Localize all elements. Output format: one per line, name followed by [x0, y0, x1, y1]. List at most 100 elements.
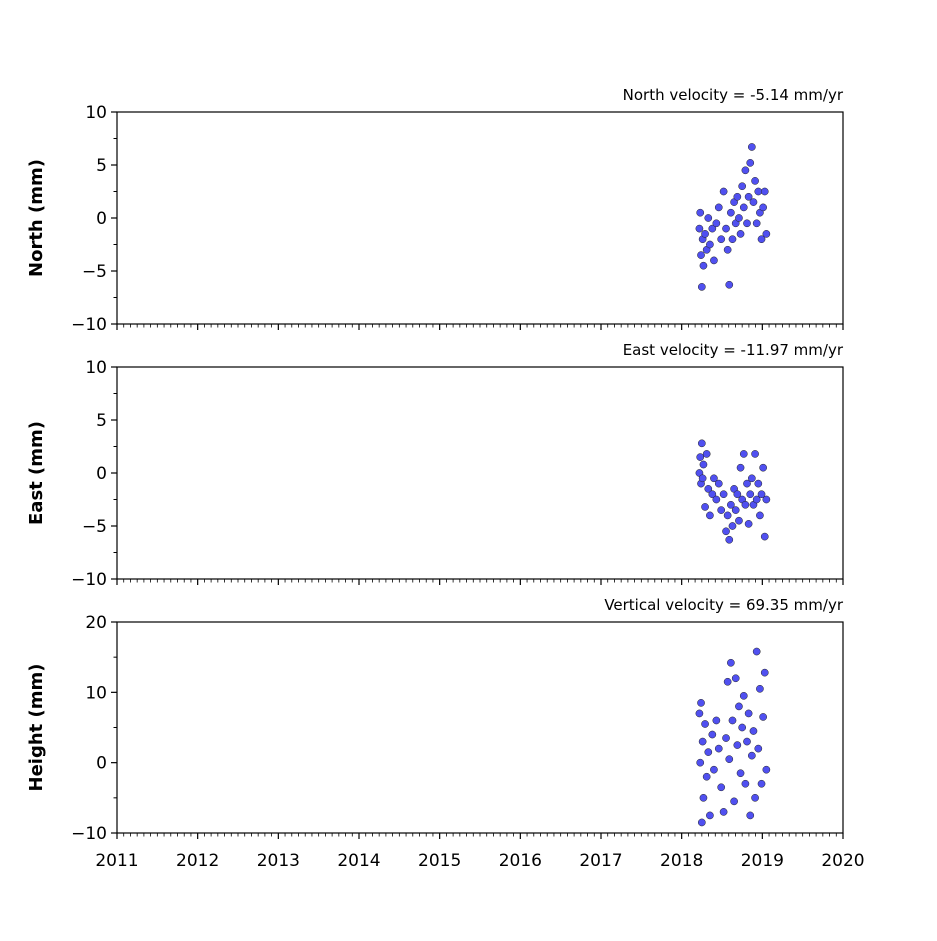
data-point — [731, 674, 740, 683]
data-point — [719, 187, 728, 196]
data-point — [739, 692, 748, 700]
data-point — [762, 230, 771, 238]
data-point — [723, 245, 732, 254]
data-point — [723, 677, 732, 686]
data-point — [756, 511, 764, 520]
data-point — [708, 490, 717, 499]
data-point — [749, 727, 758, 735]
data-point — [736, 230, 745, 238]
data-point — [725, 755, 734, 764]
data-point — [717, 783, 726, 792]
y-tick-label: 10 — [85, 358, 107, 378]
data-point — [733, 490, 742, 499]
data-point — [751, 177, 759, 185]
y-tick-label: −5 — [82, 262, 107, 282]
data-point — [728, 716, 737, 725]
data-point — [733, 741, 742, 749]
data-point — [756, 684, 764, 693]
data-point — [706, 811, 714, 820]
data-point — [749, 198, 758, 206]
y-tick-label: −10 — [71, 570, 107, 590]
data-point — [727, 208, 735, 217]
data-point — [722, 224, 730, 233]
data-point — [744, 709, 753, 718]
data-point — [747, 751, 756, 760]
subplot: North velocity = -5.14 mm/yr North (mm) −1… — [26, 86, 844, 335]
y-tick-label: 20 — [85, 613, 107, 633]
data-point — [754, 187, 763, 196]
data-point — [723, 511, 732, 520]
y-tick-label: 0 — [96, 209, 107, 229]
data-point — [697, 818, 706, 827]
y-tick-label: −10 — [71, 824, 107, 844]
data-point — [738, 182, 747, 191]
data-point — [719, 490, 728, 499]
subplot-title: Vertical velocity = 69.35 mm/yr — [604, 596, 844, 614]
data-point — [712, 219, 721, 228]
data-point — [754, 479, 763, 488]
x-tick-label: 2013 — [257, 851, 300, 871]
x-tick-label: 2014 — [337, 851, 380, 871]
subplot-title: East velocity = -11.97 mm/yr — [623, 341, 844, 359]
data-point — [743, 479, 751, 488]
data-point — [702, 450, 711, 458]
data-point — [712, 716, 721, 725]
data-point — [706, 511, 714, 520]
x-tick-label: 2012 — [176, 851, 219, 871]
data-point — [730, 797, 738, 806]
data-point — [696, 453, 705, 461]
data-point — [701, 230, 709, 238]
plot-frame — [116, 366, 844, 580]
data-point — [710, 256, 718, 265]
y-tick-label: 0 — [96, 754, 107, 774]
y-tick-label: 0 — [96, 464, 107, 484]
data-point — [728, 522, 737, 530]
x-tick-label: 2018 — [660, 851, 703, 871]
y-axis-label: East (mm) — [26, 421, 47, 525]
data-point — [759, 713, 767, 721]
data-point — [760, 187, 769, 196]
data-point — [736, 463, 745, 472]
data-point — [697, 439, 706, 448]
data-point — [744, 192, 753, 201]
data-point — [699, 793, 708, 802]
data-point — [735, 516, 743, 525]
data-point — [695, 709, 704, 718]
data-point — [739, 450, 748, 458]
data-point — [746, 811, 755, 820]
data-point — [762, 495, 771, 504]
data-point — [752, 647, 761, 656]
y-tick-label: 10 — [85, 683, 107, 703]
data-point — [701, 720, 709, 728]
data-point — [714, 203, 723, 212]
y-axis-label: Height (mm) — [26, 664, 47, 792]
subplot-title: North velocity = -5.14 mm/yr — [623, 86, 844, 104]
data-point — [698, 737, 707, 746]
data-point — [725, 280, 734, 289]
data-point — [712, 495, 721, 504]
data-point — [743, 737, 751, 746]
data-point — [754, 744, 763, 753]
data-point — [710, 474, 718, 483]
data-point — [704, 748, 713, 756]
data-point — [722, 734, 730, 742]
data-point — [728, 235, 737, 244]
data-point — [717, 506, 726, 514]
plot-frame — [116, 111, 844, 325]
data-point — [736, 769, 745, 778]
data-point — [704, 485, 713, 493]
data-point — [727, 500, 735, 509]
data-point — [744, 520, 753, 528]
subplot: East velocity = -11.97 mm/yr East (mm) −10… — [26, 341, 844, 590]
x-tick-label: 2015 — [418, 851, 461, 871]
data-point — [751, 793, 759, 802]
data-point — [714, 479, 723, 488]
y-tick-label: 5 — [96, 411, 107, 431]
data-point — [731, 506, 740, 514]
data-point — [702, 772, 711, 781]
data-point — [743, 219, 751, 228]
data-point — [725, 535, 734, 544]
subplot: Vertical velocity = 69.35 mm/yr Height (m… — [26, 596, 865, 871]
data-point — [695, 224, 704, 233]
data-point — [697, 283, 706, 291]
